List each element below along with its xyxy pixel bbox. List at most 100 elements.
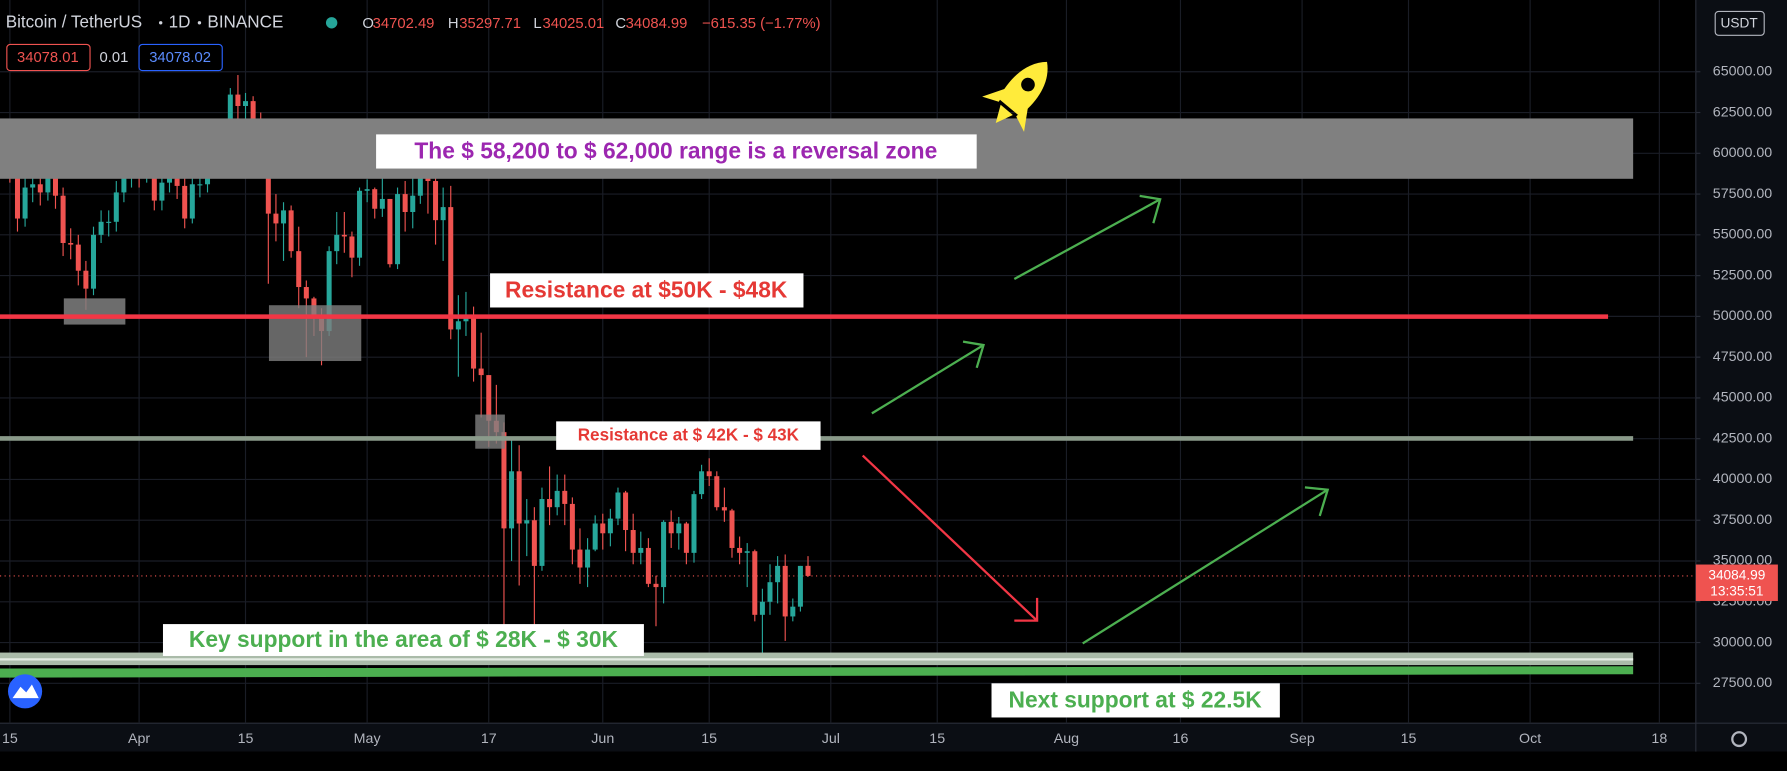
candle-body xyxy=(744,551,750,553)
y-tick-label: 45000.00 xyxy=(1713,390,1772,406)
candle-body xyxy=(471,318,477,369)
countdown: 13:35:51 xyxy=(1710,583,1763,598)
label-box xyxy=(991,683,1280,718)
candle-body xyxy=(90,234,97,289)
candle-body xyxy=(592,523,598,550)
candle-body xyxy=(653,583,659,588)
candle-body xyxy=(159,182,165,201)
rocket-window xyxy=(1021,77,1035,92)
candle-body xyxy=(676,523,682,534)
support-band xyxy=(0,666,1634,678)
price-axis-panel xyxy=(1695,0,1787,752)
candle-body xyxy=(448,207,454,330)
last-price-box xyxy=(1695,564,1778,601)
candle-body xyxy=(585,549,591,568)
candle-body xyxy=(243,101,249,107)
candle-body xyxy=(106,221,112,223)
currency: USDT xyxy=(1721,16,1759,31)
arrow xyxy=(871,344,985,415)
y-tick-label: 30000.00 xyxy=(1713,634,1772,650)
candle-body xyxy=(113,192,119,222)
symbol-title: Bitcoin / TetherUS xyxy=(6,12,142,31)
zone-box xyxy=(475,414,505,449)
candle-body xyxy=(395,194,401,265)
logo-mark xyxy=(12,684,39,699)
candle-body xyxy=(661,521,667,588)
x-tick-label: 18 xyxy=(1651,731,1667,747)
candle-body xyxy=(752,551,758,615)
candle-body xyxy=(68,242,74,245)
annotation-text: Resistance at $ 42K - $ 43K xyxy=(578,426,800,445)
ohlc-value: 34084.99 xyxy=(626,16,688,32)
label-box xyxy=(162,624,644,656)
x-tick-label: 17 xyxy=(481,731,497,747)
candle-body xyxy=(75,244,81,271)
y-tick-label: 37500.00 xyxy=(1713,512,1772,528)
rocket-flame xyxy=(995,104,1013,123)
last-price-label: 34084.99 xyxy=(1708,568,1765,583)
arrow xyxy=(1013,198,1161,281)
candle-body xyxy=(364,189,370,191)
annotation-text: Next support at $ 22.5K xyxy=(1009,687,1263,713)
candle-body xyxy=(121,172,127,193)
arrow-head xyxy=(1139,194,1162,224)
candle-body xyxy=(182,185,188,219)
candle-body xyxy=(683,523,689,553)
candle-body xyxy=(775,565,781,583)
candle-body xyxy=(273,213,279,224)
time-axis-panel xyxy=(0,723,1696,752)
candle-body xyxy=(379,198,385,209)
candle-body xyxy=(797,565,803,607)
exchange: BINANCE xyxy=(207,12,283,31)
annotation-text: The $ 58,200 to $ 62,000 range is a reve… xyxy=(414,138,937,164)
candle-body xyxy=(463,318,469,322)
candle-body xyxy=(539,499,545,566)
ask: 34078.02 xyxy=(149,50,211,66)
candle-body xyxy=(334,234,340,252)
y-tick-label: 52500.00 xyxy=(1713,267,1772,283)
ask-box[interactable] xyxy=(138,43,223,72)
bid-box[interactable] xyxy=(6,43,91,72)
candle-body xyxy=(151,169,157,201)
candle-body xyxy=(501,432,507,529)
separator-dot xyxy=(197,21,202,25)
x-tick-label: 15 xyxy=(701,731,717,747)
y-tick-label: 55000.00 xyxy=(1713,227,1772,243)
arrow-head xyxy=(962,340,985,369)
header: Bitcoin / TetherUS 1D BINANCE O 34702.49… xyxy=(6,12,821,72)
candle-body xyxy=(486,375,492,421)
currency-button[interactable] xyxy=(1714,10,1765,36)
y-tick-label: 62500.00 xyxy=(1713,104,1772,120)
candle-body xyxy=(281,210,287,224)
candle-body xyxy=(577,549,583,568)
candle-body xyxy=(569,503,575,550)
candle-body xyxy=(357,190,363,258)
candle-body xyxy=(197,184,203,186)
y-tick-label: 60000.00 xyxy=(1713,145,1772,161)
candle-body xyxy=(22,187,28,219)
ohlc-value: 34025.01 xyxy=(542,16,604,32)
candle-body xyxy=(265,151,271,214)
candle-body xyxy=(303,287,309,299)
candle-body xyxy=(668,521,674,534)
y-tick-label: 50000.00 xyxy=(1713,308,1772,324)
candle-body xyxy=(341,234,347,237)
ohlc-label: C xyxy=(615,16,626,32)
candle-body xyxy=(790,606,796,617)
y-tick-label: 47500.00 xyxy=(1713,349,1772,365)
status-dot xyxy=(325,17,338,29)
interval: 1D xyxy=(169,12,191,31)
x-tick-label: Sep xyxy=(1289,731,1314,747)
y-tick-label: 57500.00 xyxy=(1713,186,1772,202)
settings-icon[interactable] xyxy=(1731,731,1748,748)
candle-body xyxy=(83,270,89,289)
candle-body xyxy=(615,492,621,519)
candle-body xyxy=(410,195,416,213)
y-tick-label: 40000.00 xyxy=(1713,471,1772,487)
candle-body xyxy=(288,210,294,252)
x-tick-label: 15 xyxy=(238,731,254,747)
x-tick-label: 15 xyxy=(2,731,18,747)
y-tick-label: 42500.00 xyxy=(1713,430,1772,446)
candle-body xyxy=(45,172,51,193)
